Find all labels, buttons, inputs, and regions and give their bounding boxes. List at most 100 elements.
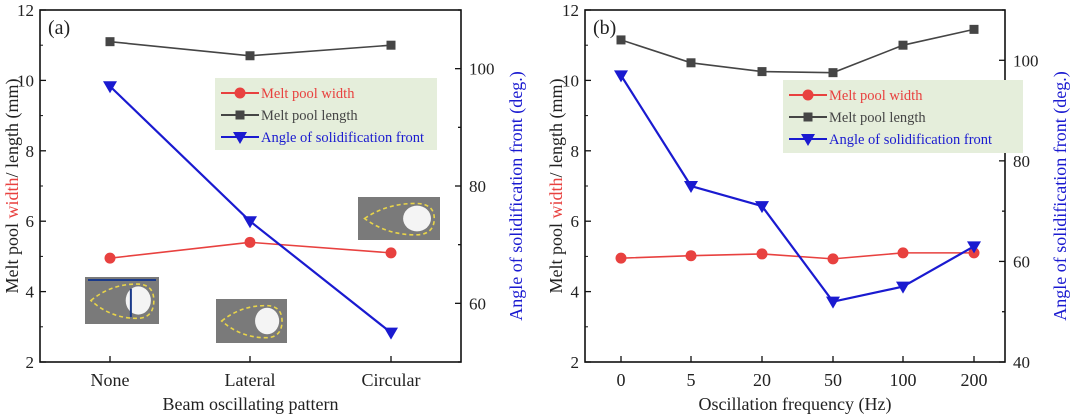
data-point <box>615 252 627 264</box>
data-point <box>967 241 981 254</box>
data-point <box>828 68 838 78</box>
data-point <box>104 252 116 264</box>
x-axis-label: Beam oscillating pattern <box>163 394 339 414</box>
data-point <box>614 70 628 83</box>
chart-panel-b: 2 4 6 8 10 12 40 60 80 100 0 5 20 50 100 200 Oscillation… <box>546 1 1071 415</box>
y-tick-label: 10 <box>17 71 34 90</box>
y-axis-label-part: Melt pool <box>546 219 566 294</box>
data-point <box>616 35 626 45</box>
series-angle-of-solidification-front <box>614 70 981 309</box>
y-tick-label: 4 <box>571 283 580 302</box>
data-point <box>384 327 398 340</box>
y2-tick-label: 80 <box>1013 152 1030 171</box>
y-axis-label: Melt pool width/ length (mm) <box>2 78 23 293</box>
y-axis-label-part: / length (mm) <box>546 78 567 177</box>
panel-label: (a) <box>48 17 70 39</box>
series-melt-pool-length <box>616 24 979 78</box>
y-tick-label: 6 <box>571 212 580 231</box>
series-line <box>620 74 975 303</box>
series-line <box>620 28 975 74</box>
x-tick-label: Lateral <box>225 370 276 390</box>
inset-melt-pool-outline <box>89 283 155 320</box>
data-point <box>244 236 256 248</box>
inset-melt-pool-outline <box>363 202 436 236</box>
x-axis-label: Oscillation frequency (Hz) <box>699 394 892 415</box>
data-point <box>826 296 840 309</box>
y2-axis-label: Angle of solidification front (deg.) <box>1050 71 1071 320</box>
inset-bright-spot <box>403 205 431 232</box>
data-point <box>898 40 908 50</box>
data-point <box>755 201 769 214</box>
y2-tick-label: 60 <box>469 294 486 313</box>
data-point <box>757 67 767 77</box>
data-point <box>105 37 115 47</box>
y-tick-label: 2 <box>571 353 580 372</box>
x-tick-label: 200 <box>961 370 988 390</box>
x-tick-label: 100 <box>890 370 917 390</box>
y-tick-label: 2 <box>26 353 35 372</box>
inset-image-melt-pool-circular <box>358 197 440 240</box>
x-tick-label: 0 <box>617 370 626 390</box>
x-tick-label: Circular <box>362 370 421 390</box>
y-tick-label: 6 <box>26 212 35 231</box>
x-tick-label: None <box>91 370 130 390</box>
data-point <box>385 247 397 259</box>
data-point <box>686 58 696 68</box>
data-point <box>969 24 979 34</box>
legend-marker <box>801 134 815 146</box>
legend-marker <box>234 87 246 99</box>
data-point <box>756 248 768 260</box>
data-point <box>897 247 909 259</box>
data-point <box>243 216 257 229</box>
legend-entry: Angle of solidification front <box>261 130 424 146</box>
series-melt-pool-width <box>104 236 397 264</box>
legend-entry: Melt pool width <box>829 88 923 104</box>
legend: Melt pool width Melt pool length Angle of … <box>783 80 1023 153</box>
x-tick-label: 20 <box>753 370 771 390</box>
data-point <box>103 81 117 94</box>
series-melt-pool-width <box>615 247 980 265</box>
panel-label: (b) <box>593 17 616 39</box>
x-tick-label: 5 <box>687 370 696 390</box>
legend-marker <box>802 89 814 101</box>
data-point <box>386 40 396 50</box>
y2-tick-label: 80 <box>469 177 486 196</box>
y-tick-label: 12 <box>17 1 34 20</box>
y2-tick-label: 60 <box>1013 252 1030 271</box>
chart-panel-a: 2 4 6 8 10 12 60 80 100 None Lateral Circular Beam o… <box>2 1 527 414</box>
y2-tick-label: 100 <box>469 60 495 79</box>
y-axis-label-part: Melt pool <box>2 219 22 294</box>
legend-marker <box>233 132 247 144</box>
inset-bright-spot <box>125 286 151 315</box>
inset-melt-pool-outline <box>220 304 283 339</box>
legend-marker <box>235 110 245 120</box>
data-point <box>684 181 698 193</box>
plot-frame <box>584 9 1006 363</box>
inset-bright-spot <box>255 307 280 335</box>
data-point <box>245 51 255 61</box>
y2-axis-label: Angle of solidification front (deg.) <box>506 71 527 320</box>
data-point <box>685 250 697 262</box>
y-tick-label: 8 <box>571 142 580 161</box>
y-tick-label: 8 <box>26 142 35 161</box>
series-melt-pool-length <box>105 37 396 61</box>
x-tick-label: 50 <box>824 370 842 390</box>
legend: Melt pool width Melt pool length Angle of … <box>215 78 437 150</box>
y-tick-label: 10 <box>562 71 579 90</box>
data-point <box>827 253 839 265</box>
legend-entry: Melt pool length <box>829 110 926 126</box>
legend-entry: Melt pool length <box>261 108 358 124</box>
y2-tick-label: 40 <box>1013 353 1030 372</box>
y-axis-label-part: width <box>546 177 566 218</box>
legend-entry: Melt pool width <box>261 86 355 102</box>
legend-entry: Angle of solidification front <box>829 132 992 148</box>
y-axis-label-part: width <box>2 177 22 218</box>
y-tick-label: 4 <box>26 283 35 302</box>
series-line <box>620 252 974 260</box>
legend-marker <box>803 112 813 122</box>
y2-tick-label: 100 <box>1013 51 1039 70</box>
inset-image-melt-pool-none <box>85 277 159 324</box>
y-axis-label-part: / length (mm) <box>2 78 23 177</box>
y-tick-label: 12 <box>562 1 579 20</box>
